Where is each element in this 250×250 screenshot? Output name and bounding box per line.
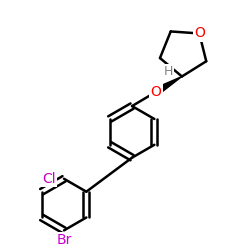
Text: Br: Br <box>56 233 72 247</box>
Polygon shape <box>154 76 182 95</box>
Text: O: O <box>194 26 205 40</box>
Text: H: H <box>164 65 173 78</box>
Text: O: O <box>150 85 162 99</box>
Text: Cl: Cl <box>42 172 56 186</box>
